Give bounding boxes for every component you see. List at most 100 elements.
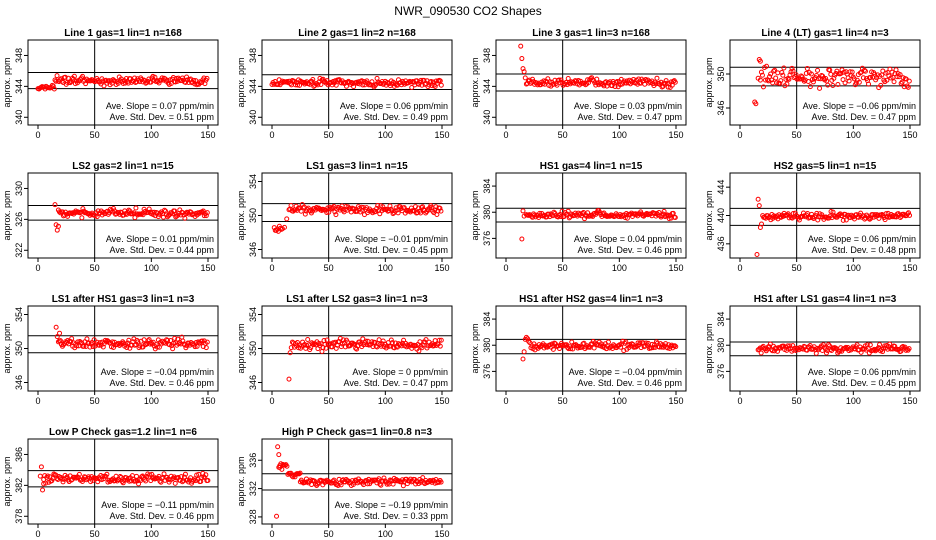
data-point	[799, 74, 805, 80]
data-point	[288, 202, 294, 208]
x-tick-label: 0	[35, 130, 40, 140]
x-tick-label: 150	[434, 396, 449, 406]
data-point	[54, 334, 60, 340]
x-tick-label: 100	[612, 130, 627, 140]
y-axis-label: approx. ppm	[236, 190, 246, 240]
data-point	[157, 210, 163, 216]
data-point	[781, 65, 787, 71]
data-point	[437, 205, 443, 211]
y-tick-label: 336	[248, 453, 258, 468]
data-point	[759, 72, 765, 78]
panel-9: LS1 after HS1 gas=3 lin=1 n=3 0 50 100 150 34…	[2, 294, 219, 406]
data-point	[204, 75, 210, 81]
data-point	[527, 340, 533, 346]
data-point	[62, 74, 68, 80]
y-tick-label: 348	[14, 48, 24, 63]
data-point	[404, 208, 410, 214]
data-point	[661, 208, 667, 214]
data-point	[41, 481, 47, 487]
data-point	[566, 215, 572, 221]
data-point	[759, 221, 765, 227]
y-tick-label: 344	[14, 79, 24, 94]
y-tick-label: 376	[716, 364, 726, 379]
data-point	[887, 341, 893, 347]
x-tick-label: 150	[902, 396, 917, 406]
panel-11: HS1 after HS2 gas=4 lin=1 n=3 0 50 100 150 37…	[470, 294, 687, 406]
y-tick-label: 378	[14, 509, 24, 524]
data-point	[76, 471, 82, 477]
x-tick-label: 150	[668, 130, 683, 140]
data-point	[769, 77, 775, 83]
x-tick-label: 0	[269, 130, 274, 140]
data-point	[807, 84, 813, 90]
y-axis-label: approx. ppm	[704, 323, 714, 373]
panel-title: Line 1 gas=1 lin=1 n=168	[64, 28, 182, 39]
data-point	[907, 212, 913, 218]
x-tick-label: 100	[378, 529, 393, 539]
data-point	[810, 79, 816, 85]
slope-note: Ave. Slope = 0.06 ppm/min	[808, 234, 916, 244]
data-point	[805, 78, 811, 84]
data-point	[310, 77, 316, 83]
slope-note: Ave. Slope = −0.11 ppm/min	[101, 500, 214, 510]
y-tick-label: 346	[248, 242, 258, 257]
data-point	[430, 79, 436, 85]
data-point	[369, 339, 375, 345]
data-point	[409, 85, 415, 91]
x-tick-label: 50	[792, 130, 802, 140]
data-point	[373, 209, 379, 215]
data-point	[867, 216, 873, 222]
data-point	[558, 214, 564, 220]
data-point	[558, 77, 564, 83]
y-axis-label: approx. ppm	[236, 57, 246, 107]
data-point	[126, 337, 132, 343]
data-point	[846, 78, 852, 84]
data-point	[79, 215, 85, 221]
data-point	[287, 350, 293, 356]
data-point	[842, 80, 848, 86]
data-point	[523, 334, 529, 340]
data-point	[55, 223, 61, 229]
data-point	[333, 212, 339, 218]
data-point	[400, 483, 406, 489]
data-point	[90, 344, 96, 350]
data-point	[769, 348, 775, 354]
x-tick-label: 50	[90, 263, 100, 273]
x-tick-label: 150	[200, 396, 215, 406]
data-point	[858, 349, 864, 355]
x-tick-label: 0	[269, 396, 274, 406]
data-point	[315, 82, 321, 88]
data-point	[312, 478, 318, 484]
data-point	[331, 477, 337, 483]
plot-frame	[27, 39, 219, 126]
data-point	[581, 340, 587, 346]
data-point	[613, 79, 619, 85]
std-dev-note: Ave. Std. Dev. = 0.46 ppm	[578, 245, 682, 255]
data-point	[658, 79, 664, 85]
data-point	[194, 343, 200, 349]
y-tick-label: 380	[716, 338, 726, 353]
panel-8: HS2 gas=5 lin=1 n=15 0 50 100 150 436 440 444ap…	[704, 161, 921, 273]
y-axis-label: approx. ppm	[2, 456, 12, 506]
slope-note: Ave. Slope = 0.06 ppm/min	[808, 367, 916, 377]
std-dev-note: Ave. Std. Dev. = 0.51 ppm	[110, 112, 214, 122]
x-tick-label: 150	[200, 263, 215, 273]
data-point	[420, 204, 426, 210]
data-point	[599, 213, 605, 219]
data-point	[637, 340, 643, 346]
data-point	[436, 337, 442, 343]
y-tick-label: 354	[14, 307, 24, 322]
panel-title: High P Check gas=1 lin=0.8 n=3	[282, 427, 433, 438]
data-point	[53, 324, 59, 330]
x-tick-label: 100	[378, 263, 393, 273]
data-point	[52, 202, 58, 208]
data-point	[764, 63, 770, 69]
data-point	[568, 346, 574, 352]
data-point	[860, 75, 866, 81]
data-point	[336, 339, 342, 345]
y-tick-label: 354	[248, 174, 258, 189]
data-point	[540, 81, 546, 87]
data-point	[663, 78, 669, 84]
panel-title: Line 3 gas=1 lin=3 n=168	[532, 28, 650, 39]
data-point	[605, 339, 611, 345]
